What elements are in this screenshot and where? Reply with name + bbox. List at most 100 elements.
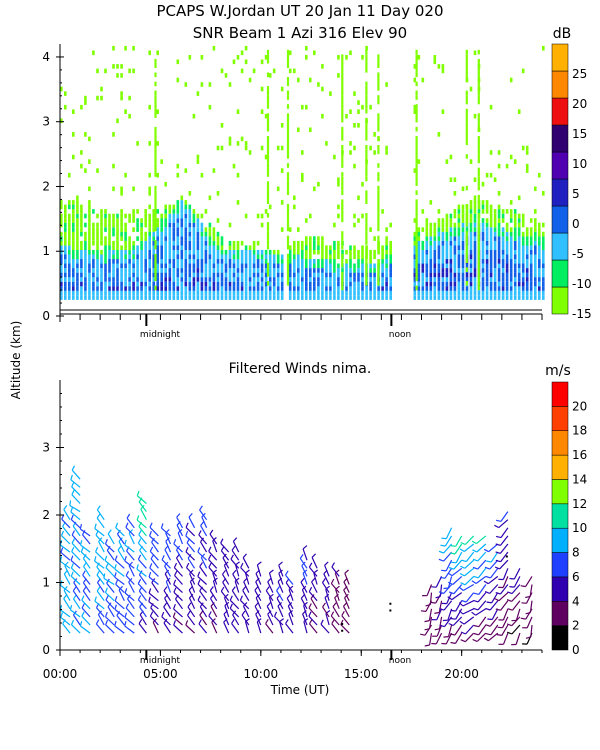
wind-barb [429, 592, 433, 605]
snr-cell [84, 295, 87, 300]
snr-streak-cell [266, 140, 270, 146]
wind-barb [80, 551, 91, 561]
snr-cell [525, 168, 529, 173]
wind-barb-flag [208, 562, 212, 568]
snr-colorbar-tick-label: -10 [572, 277, 592, 291]
snr-streak-cell [286, 226, 290, 232]
snr-cell [264, 268, 268, 273]
snr-cell [96, 227, 99, 232]
snr-cell [256, 213, 260, 219]
snr-streak-cell [266, 199, 270, 204]
snr-streak-cell [154, 131, 157, 136]
snr-cell [220, 145, 224, 151]
wind-barb-flag [208, 554, 212, 560]
snr-cell [509, 272, 513, 278]
snr-cell [104, 245, 107, 250]
snr-streak-cell [341, 258, 344, 263]
snr-cell [389, 263, 392, 269]
snr-cell [337, 249, 340, 255]
wind-barb-flag [235, 561, 240, 566]
wind-barb-flag [472, 558, 478, 562]
snr-cell [542, 286, 545, 291]
snr-cell [176, 59, 180, 65]
snr-streak-cell [266, 235, 270, 241]
snr-cell [168, 213, 172, 219]
snr-streak-cell [286, 276, 290, 282]
wind-barb [511, 584, 521, 594]
snr-cell [236, 200, 240, 205]
snr-cell [413, 259, 417, 264]
snr-streak-cell [465, 72, 468, 78]
snr-cell [192, 222, 196, 228]
snr-streak-cell [477, 253, 480, 259]
snr-cell [413, 263, 417, 269]
snr-cell [216, 236, 220, 241]
snr-cell [509, 77, 513, 83]
wind-barb [173, 616, 183, 626]
snr-cell [469, 222, 473, 228]
snr-streak-cell [266, 272, 270, 277]
snr-cell [104, 68, 107, 74]
snr-cell [317, 286, 320, 291]
snr-cell [272, 263, 276, 269]
snr-cell [501, 268, 505, 273]
snr-cell [152, 281, 155, 287]
snr-cell [513, 240, 517, 246]
wind-barb [114, 600, 125, 610]
snr-cell [461, 240, 465, 246]
snr-cell [305, 295, 308, 300]
snr-cell [489, 227, 493, 232]
snr-cell [361, 277, 364, 282]
wind-barb [95, 551, 105, 561]
wind-colorbar-tick-label: 0 [572, 643, 580, 657]
wind-barb [72, 614, 81, 626]
wind-calm-dot [505, 555, 508, 558]
snr-cell [513, 254, 517, 260]
snr-cell [313, 50, 316, 56]
wind-barb-flag [105, 595, 109, 601]
snr-cell [168, 236, 172, 241]
snr-streak-cell [154, 258, 157, 263]
snr-cell [136, 286, 139, 291]
snr-cell [124, 259, 127, 264]
snr-cell [112, 281, 115, 287]
wind-barb [209, 533, 218, 545]
snr-cell [172, 240, 176, 246]
snr-cell [293, 281, 296, 287]
snr-cell [88, 231, 91, 237]
snr-cell [172, 231, 176, 237]
snr-cell [333, 254, 336, 260]
wind-barb-flag [200, 553, 206, 558]
snr-cell [369, 295, 372, 300]
wind-barb-flag [94, 596, 97, 602]
snr-cell [152, 222, 155, 228]
snr-cell [349, 281, 352, 287]
snr-cell [124, 231, 127, 237]
snr-cell [92, 281, 95, 287]
snr-cell [288, 295, 292, 300]
snr-cell [220, 240, 224, 246]
snr-cell [108, 227, 111, 232]
snr-cell [112, 249, 115, 255]
snr-streak-cell [377, 204, 380, 209]
wind-barb-flag [200, 537, 205, 543]
snr-cell [445, 159, 449, 164]
snr-cell [164, 259, 167, 264]
snr-cell [168, 222, 172, 228]
snr-cell [457, 218, 461, 223]
wind-barb [211, 621, 218, 634]
snr-cell [240, 249, 244, 255]
snr-cell [124, 227, 127, 232]
wind-barb-flag [460, 541, 466, 546]
snr-streak-cell [266, 185, 270, 191]
snr-streak-cell [365, 163, 368, 168]
wind-barb-flag [229, 595, 233, 601]
snr-cell [60, 231, 63, 237]
wind-barb-flag [79, 621, 83, 627]
snr-streak-cell [415, 272, 418, 277]
snr-cell [509, 231, 513, 237]
wind-barb-flag [308, 562, 313, 568]
snr-cell [280, 200, 284, 205]
snr-cell [473, 277, 477, 282]
wind-barb-flag [485, 633, 492, 636]
